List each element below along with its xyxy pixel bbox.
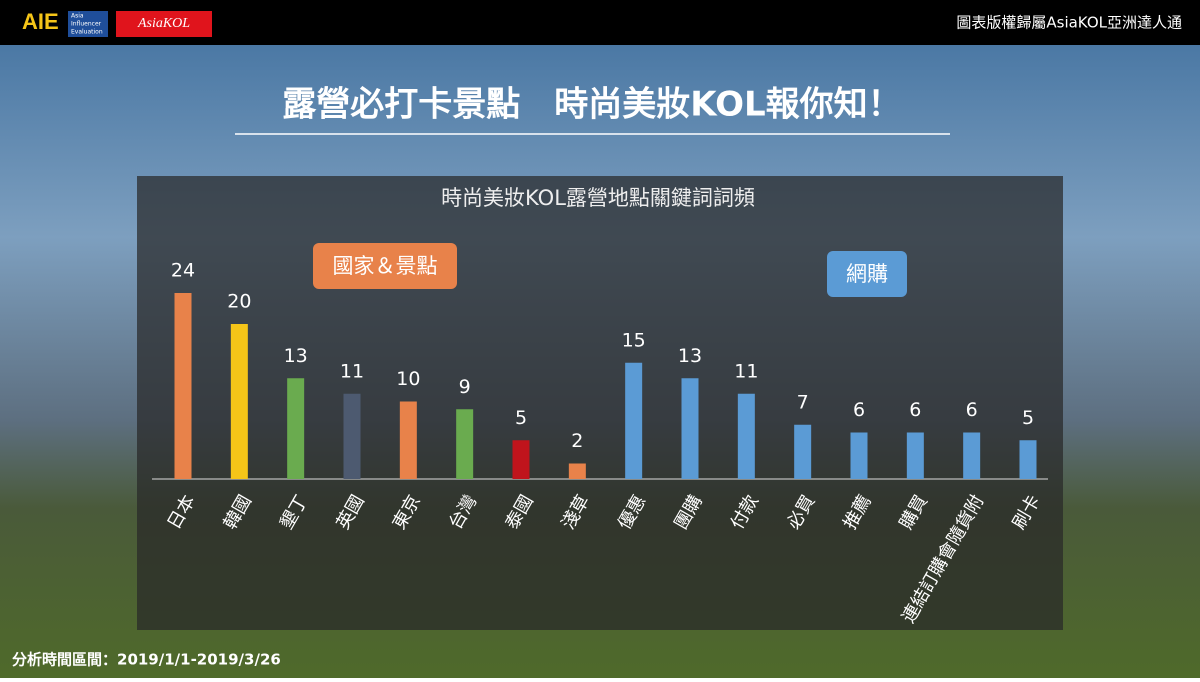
chart-title: 時尚美妝KOL露營地點關鍵詞詞頻 <box>441 186 755 210</box>
group-box <box>827 251 907 297</box>
bar <box>794 424 812 479</box>
value-label: 15 <box>622 329 646 351</box>
bar <box>512 440 530 479</box>
bar <box>963 432 981 479</box>
value-label: 11 <box>734 360 758 382</box>
bar <box>568 463 586 479</box>
bar <box>850 432 868 479</box>
logo-sub: Influencer <box>71 21 102 28</box>
value-label: 7 <box>797 391 809 413</box>
value-label: 13 <box>678 345 702 367</box>
group-label: 國家＆景點 <box>333 254 438 278</box>
value-label: 6 <box>909 399 921 421</box>
value-label: 24 <box>171 260 195 282</box>
logo-sub: Evaluation <box>71 29 103 36</box>
logo-brand-box <box>116 11 212 37</box>
bar <box>625 362 643 479</box>
slide-title: 露營必打卡景點 時尚美妝KOL報你知！ <box>282 85 901 125</box>
copyright: 圖表版權歸屬AsiaKOL亞洲達人通 <box>956 14 1182 32</box>
logo-main: AIE <box>22 9 59 34</box>
footer: 分析時間區間：2019/1/1-2019/3/26 <box>12 651 281 669</box>
bar <box>456 409 474 479</box>
bar <box>399 401 417 479</box>
value-label: 20 <box>227 291 251 313</box>
value-label: 6 <box>853 399 865 421</box>
logo-brand: AsiaKOL <box>137 16 190 31</box>
bar <box>1019 440 1037 479</box>
logo-sub-box <box>68 11 108 37</box>
group-box <box>313 243 457 289</box>
value-label: 2 <box>571 430 583 452</box>
group-label: 網購 <box>846 262 888 286</box>
value-label: 5 <box>1022 407 1034 429</box>
value-label: 9 <box>459 376 471 398</box>
bar <box>906 432 924 479</box>
value-label: 13 <box>284 345 308 367</box>
bar <box>230 324 248 479</box>
bar <box>343 393 361 479</box>
value-label: 10 <box>396 368 420 390</box>
logo-sub: Asia <box>71 13 84 20</box>
bar <box>174 293 192 479</box>
value-label: 6 <box>966 399 978 421</box>
bar <box>681 378 699 479</box>
value-label: 5 <box>515 407 527 429</box>
bar <box>737 393 755 479</box>
value-label: 11 <box>340 360 364 382</box>
chart-panel <box>137 176 1063 630</box>
bar <box>287 378 305 479</box>
